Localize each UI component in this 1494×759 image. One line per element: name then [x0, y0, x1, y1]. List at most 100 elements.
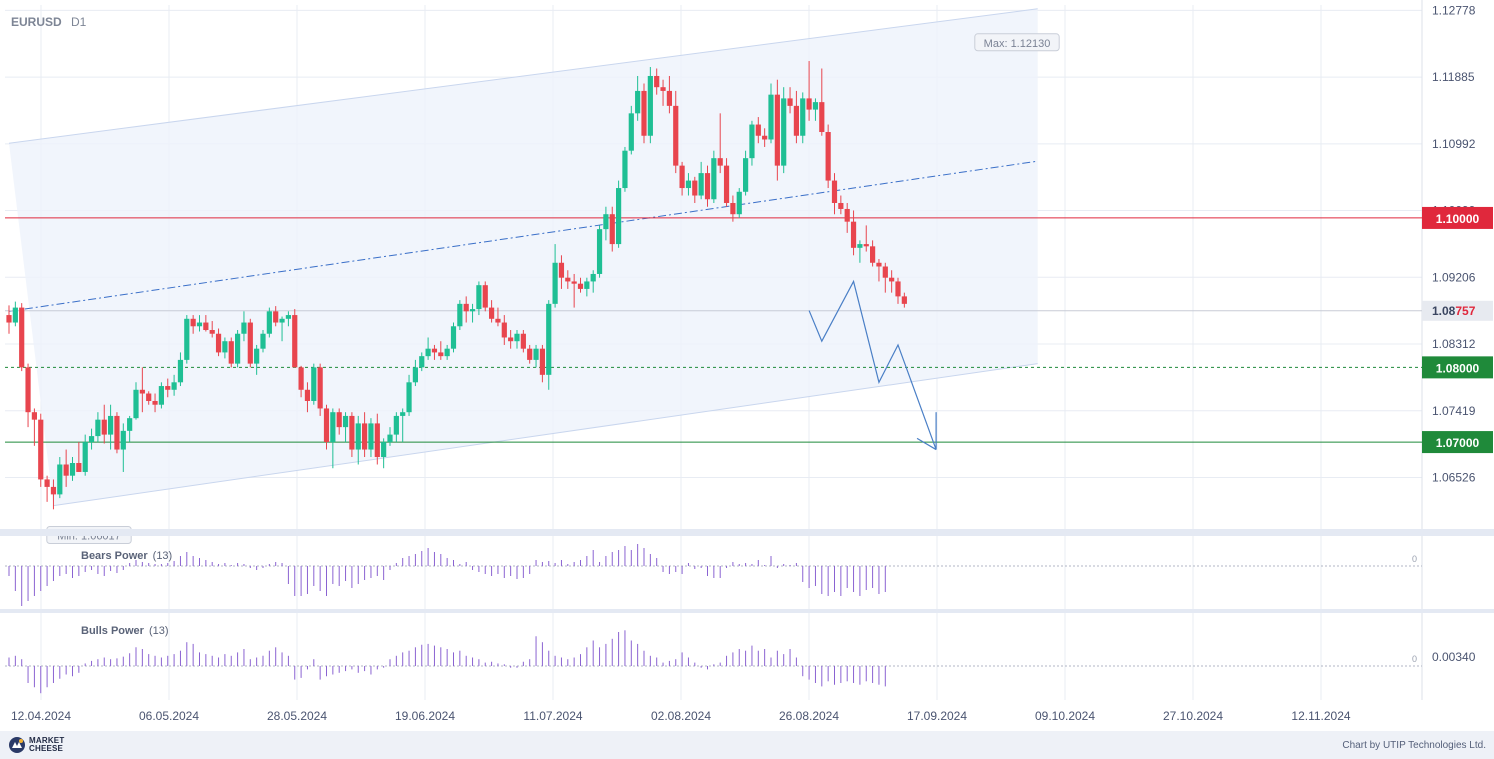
logo-icon: [9, 737, 25, 753]
max-annotation-box: [974, 33, 1060, 52]
candle-body: [831, 180, 838, 203]
x-tick-label: 12.11.2024: [1291, 709, 1350, 723]
candle-body: [863, 244, 869, 247]
x-tick-label: 27.10.2024: [1163, 709, 1223, 723]
candle-body: [457, 303, 463, 327]
candle-body: [596, 229, 603, 274]
candle-body: [857, 244, 863, 248]
candle-body: [641, 90, 647, 136]
candle-body: [342, 415, 349, 428]
x-tick-label: 11.07.2024: [523, 709, 582, 723]
x-tick-label: 09.10.2024: [1035, 709, 1095, 723]
candle-body: [749, 124, 755, 159]
candle-body: [514, 333, 520, 342]
y-tick-label: 1.06526: [1432, 470, 1476, 484]
candle-body: [774, 94, 780, 166]
candle-body: [133, 389, 139, 419]
candle-body: [812, 102, 819, 110]
candle-body: [431, 348, 438, 353]
svg-text:EURUSD D1: EURUSD D1: [11, 15, 87, 29]
time-axis: 12.04.2024 06.05.2024 28.05.2024 19.06.2024…: [11, 709, 1351, 723]
candle-body: [666, 90, 672, 106]
candle-body: [539, 348, 545, 375]
candle-body: [266, 311, 272, 334]
price-channel: [8, 8, 1038, 507]
candle-body: [489, 307, 495, 319]
candle-body: [50, 486, 57, 495]
candle-body: [762, 135, 768, 140]
candle-body: [647, 75, 653, 136]
chart-footer: MARKET CHEESE Chart by UTIP Technologies…: [0, 731, 1494, 759]
candle-body: [108, 415, 114, 435]
candle-body: [368, 423, 374, 450]
y-tick-label: 1.09206: [1432, 270, 1476, 284]
indicator-name: Bears Power: [81, 550, 148, 562]
candle-body: [450, 326, 457, 349]
candle-body: [520, 333, 526, 349]
candle-body: [723, 165, 730, 203]
market-cheese-logo: MARKET CHEESE: [8, 736, 64, 754]
candlestick-series: [6, 61, 907, 510]
candle-body: [806, 98, 812, 110]
forecast-arrowhead: [916, 437, 937, 451]
channel-midline: [8, 160, 1038, 312]
current-price-badge: [1422, 300, 1493, 321]
candle-body: [12, 307, 18, 323]
candle-body: [317, 367, 323, 409]
candle-body: [685, 180, 692, 189]
candle-body: [44, 479, 50, 487]
x-tick-label: 28.05.2024: [267, 709, 327, 723]
candle-body: [654, 75, 660, 88]
candle-body: [311, 367, 317, 401]
candle-body: [628, 113, 634, 151]
candle-body: [565, 277, 571, 282]
logo-line-2: CHEESE: [29, 744, 64, 753]
candle-body: [101, 419, 107, 435]
y-tick-label: 1.08312: [1432, 337, 1476, 351]
candle-body: [787, 98, 793, 106]
candle-body: [679, 165, 685, 189]
candle-body: [463, 303, 469, 312]
logo-line-1: MARKET: [29, 736, 65, 745]
channel-fill: [9, 8, 1038, 506]
candle-body: [755, 124, 761, 136]
indicator-tick-label: 0.00340: [1432, 650, 1476, 664]
candle-body: [736, 191, 742, 215]
candle-body: [273, 311, 279, 323]
candle-body: [323, 408, 330, 443]
indicator-name: Bulls Power: [81, 625, 145, 637]
candle-body: [139, 389, 145, 394]
x-tick-label: 17.09.2024: [907, 709, 967, 723]
candle-body: [717, 158, 723, 166]
candle-body: [222, 341, 228, 353]
candle-body: [889, 277, 895, 282]
candle-body: [571, 281, 577, 284]
candle-body: [127, 418, 133, 431]
candle-body: [158, 386, 164, 405]
candle-body: [209, 330, 215, 334]
forecast-path: [808, 279, 937, 451]
candle-body: [76, 462, 82, 472]
channel-lower-line: [53, 363, 1038, 507]
level-price-badge: [1422, 356, 1493, 379]
indicator-title: Bulls Power (13): [81, 625, 169, 637]
candle-body: [362, 423, 368, 450]
candle-body: [870, 246, 876, 263]
candle-body: [622, 150, 628, 189]
candle-body: [838, 202, 844, 209]
candle-body: [673, 105, 679, 166]
candle-body: [88, 436, 95, 443]
candle-body: [469, 309, 476, 312]
pane-divider: [0, 529, 1494, 536]
candle-body: [546, 303, 552, 375]
candle-body: [577, 283, 584, 289]
timeframe-label: D1: [71, 15, 87, 29]
current-price-suffix: 757: [1455, 304, 1475, 318]
candle-body: [304, 389, 311, 401]
current-price-label: 1.08757: [1432, 304, 1476, 318]
candle-body: [609, 214, 615, 245]
candle-body: [660, 87, 666, 91]
candle-body: [698, 173, 704, 196]
candle-body: [533, 348, 539, 360]
